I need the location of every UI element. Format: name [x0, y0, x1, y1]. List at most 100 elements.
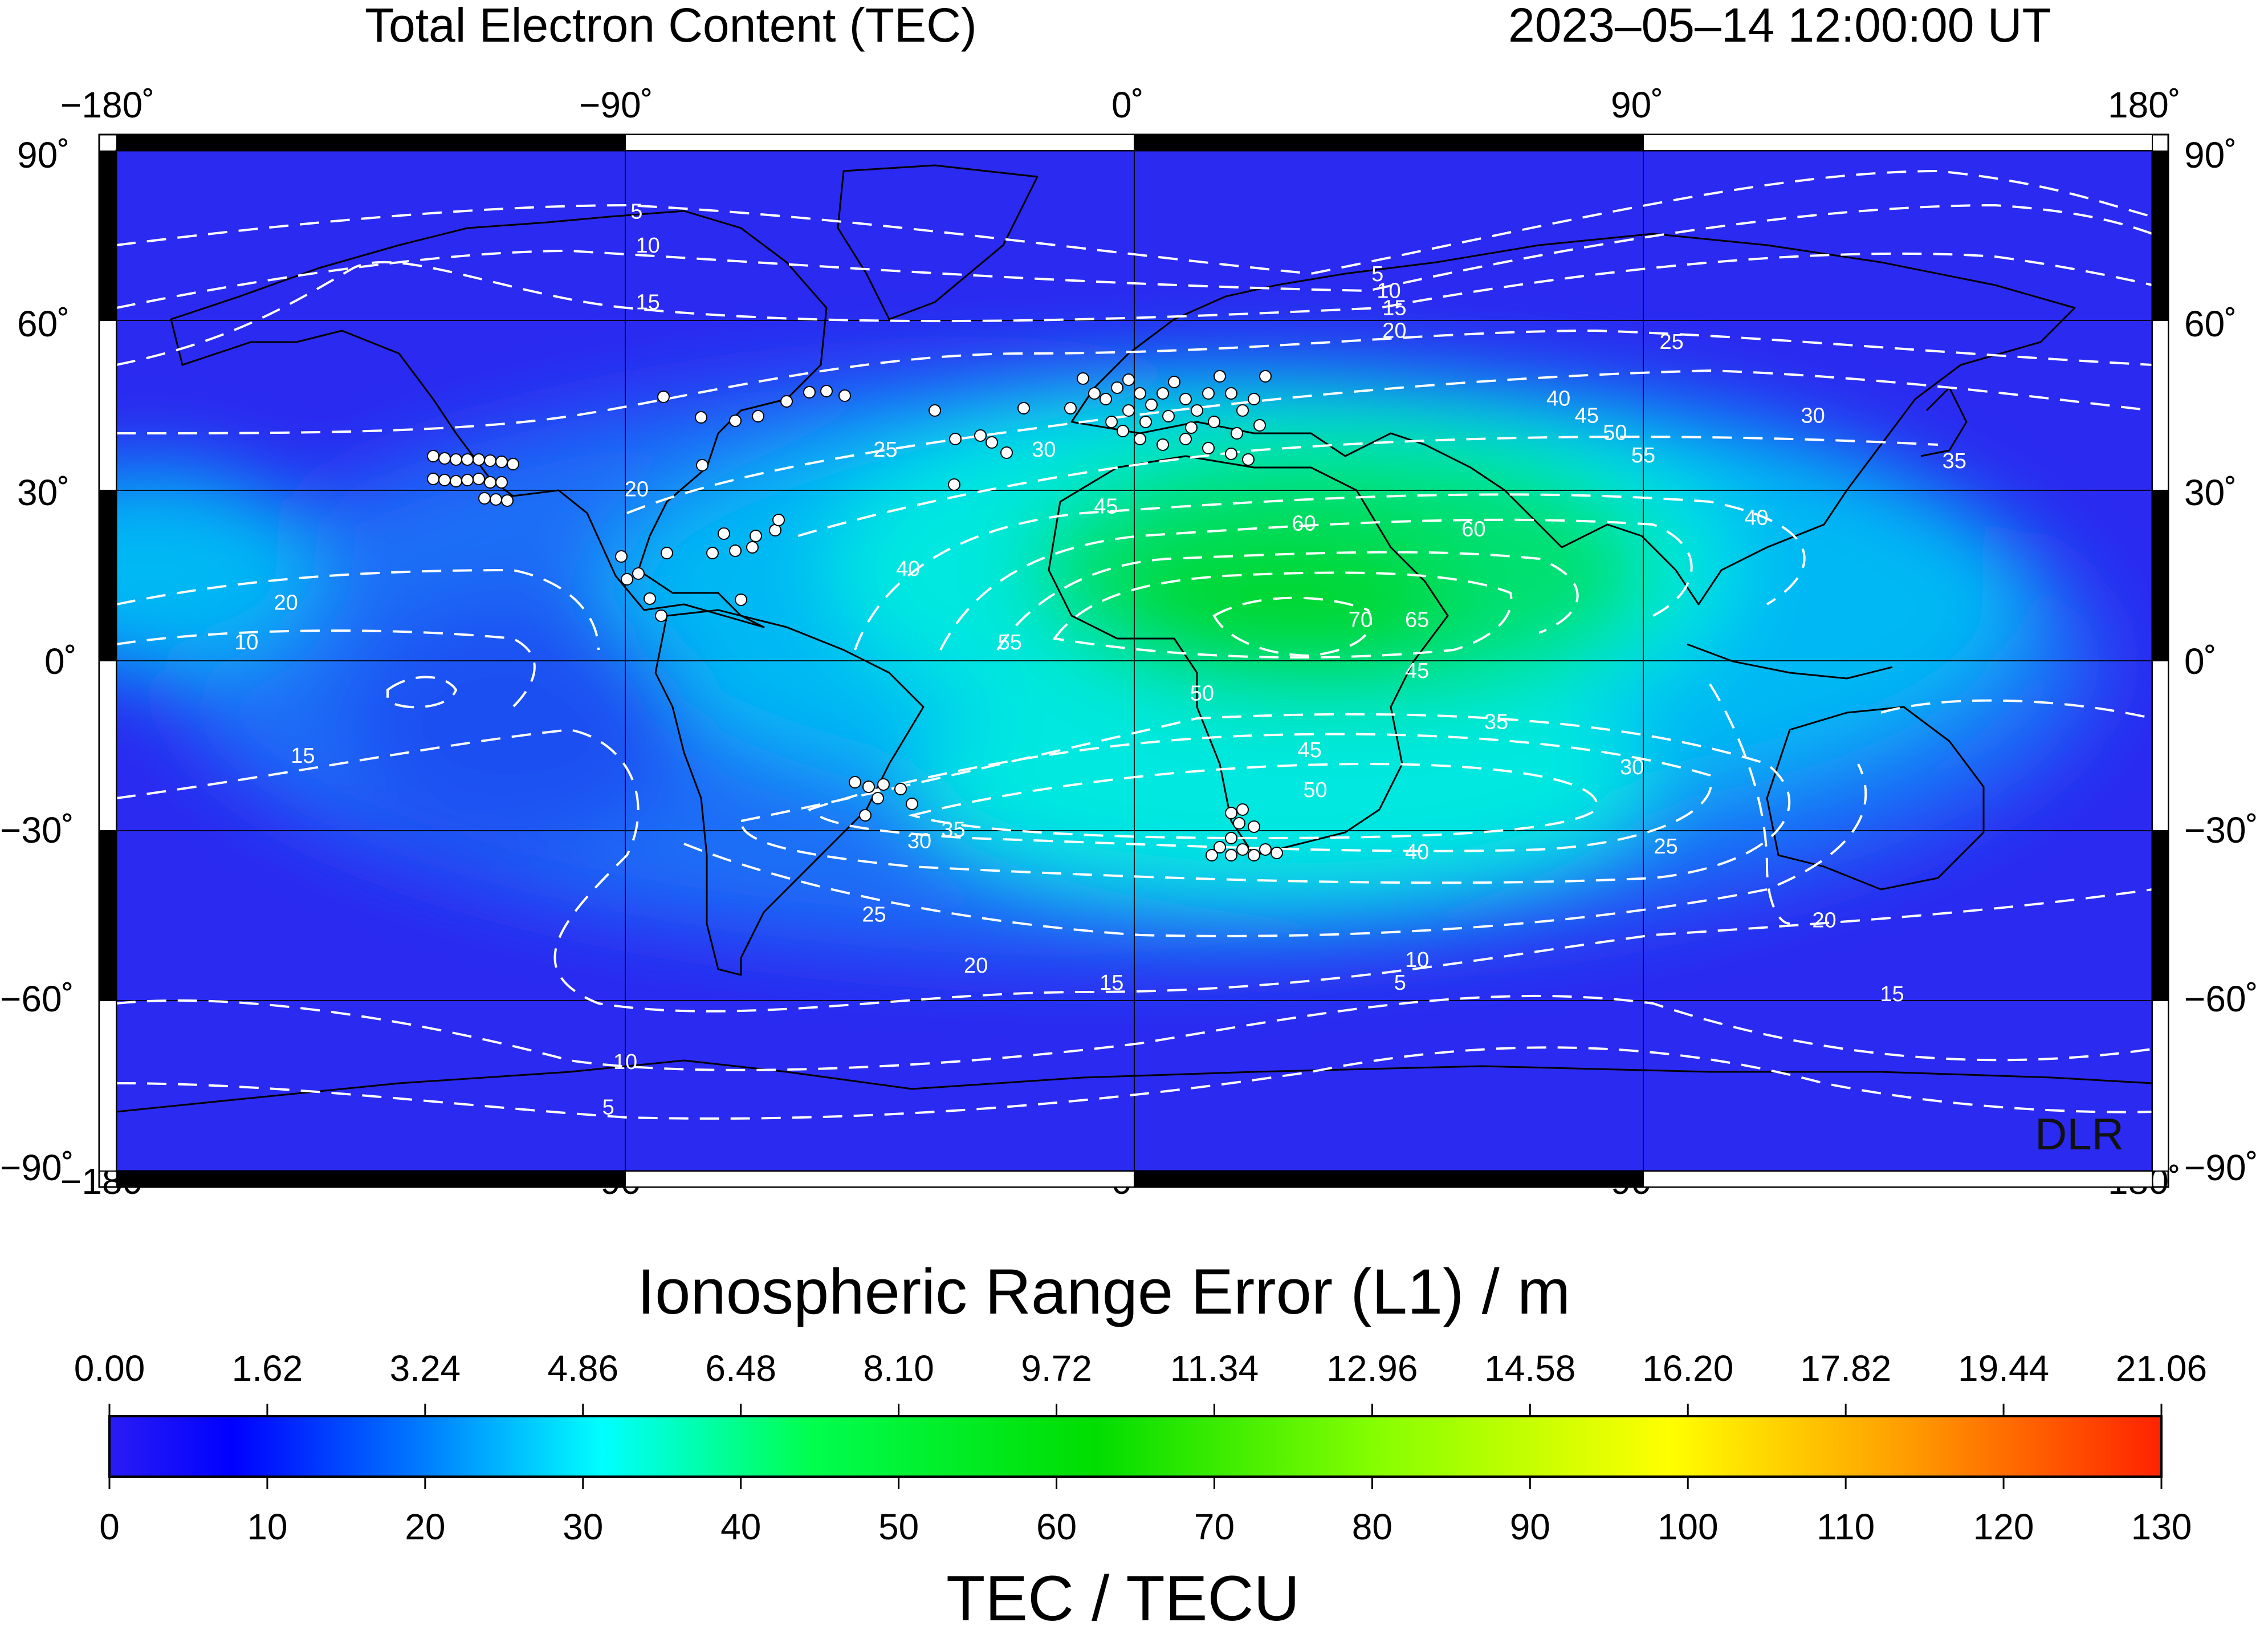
colorbar-bottom-label: 10 [247, 1506, 288, 1547]
colorbar-top-label: 8.10 [863, 1348, 934, 1389]
colorbar-top-label: 4.86 [547, 1348, 619, 1389]
contour-label: 20 [1812, 908, 1836, 932]
colorbar-bottom-label: 0 [99, 1506, 120, 1547]
colorbar-bottom-label: 90 [1509, 1506, 1550, 1547]
contour-label: 15 [1382, 296, 1406, 320]
station-dot [974, 429, 987, 442]
lat-tick-right-60: 60˚ [2184, 303, 2237, 344]
lat-tick-right-minus30: −30˚ [2184, 810, 2258, 851]
station-dot [1179, 433, 1192, 445]
contour-south-lobe-40 [907, 762, 1598, 840]
contour-label: 25 [862, 903, 886, 927]
contour-40 [854, 493, 1806, 651]
station-dot [1179, 393, 1192, 405]
colorbar-top-label: 14.58 [1484, 1348, 1576, 1389]
station-dot [706, 547, 719, 559]
station-dot [838, 389, 851, 402]
contour-label: 55 [998, 631, 1022, 655]
contour-label: 20 [964, 954, 988, 978]
contour-label: 25 [873, 438, 897, 462]
colorbar-gradient [108, 1415, 2163, 1478]
coast-antarctica [116, 1059, 2152, 1113]
station-dot [1017, 402, 1030, 414]
station-dot [894, 783, 907, 795]
lat-tick-left-60: 60˚ [17, 303, 70, 344]
colorbar-top-label: 17.82 [1800, 1348, 1892, 1389]
station-dot [1000, 446, 1013, 459]
colorbar-top-label: 1.62 [231, 1348, 303, 1389]
map-title: Total Electron Content (TEC) [365, 0, 977, 52]
station-dot [1214, 841, 1226, 853]
lat-tick-right-90: 90˚ [2184, 135, 2237, 176]
contour-label: 10 [613, 1050, 637, 1074]
contour-label: 40 [896, 557, 920, 581]
station-dot [780, 395, 793, 408]
station-dot [872, 792, 884, 804]
coast-greenland [837, 164, 1039, 320]
colorbar-bottom-label: 80 [1351, 1506, 1392, 1547]
lon-tick-top-0: 0˚ [1111, 84, 1144, 125]
station-dot [1134, 433, 1146, 445]
station-dot [1122, 373, 1135, 386]
station-dot [1202, 387, 1215, 400]
station-dot [450, 475, 462, 487]
contour-label: 45 [1575, 404, 1599, 428]
contour-label: 30 [1032, 438, 1056, 462]
coast-japan [1920, 387, 1968, 457]
station-dot [501, 494, 514, 507]
station-dot [1077, 372, 1089, 385]
station-dot [1157, 387, 1169, 400]
station-dot [1157, 438, 1169, 451]
colorbar-top-label: 21.06 [2115, 1348, 2208, 1389]
colorbar-bottom-label: 130 [2131, 1506, 2192, 1547]
station-dot [1105, 416, 1118, 428]
station-dot [752, 410, 764, 422]
colorbar-ticks [108, 1404, 2163, 1489]
station-dot [1242, 453, 1255, 466]
contour-10-eq [116, 629, 536, 708]
station-dot [1248, 393, 1260, 405]
station-dot [859, 809, 872, 822]
contour-label: 15 [1100, 971, 1123, 995]
station-dot [849, 776, 861, 788]
contour-label: 5 [1371, 262, 1383, 286]
contour-15-north [116, 252, 2152, 366]
lon-tick-top-minus180: −180˚ [60, 84, 155, 125]
station-dot [1225, 849, 1237, 861]
station-dot [1271, 847, 1283, 859]
station-dot [729, 544, 742, 557]
colorbar-bottom-label: 100 [1657, 1506, 1719, 1547]
station-dot [644, 592, 656, 605]
station-dot [1236, 803, 1249, 816]
station-dot [735, 594, 747, 606]
lat-tick-right-minus90: −90˚ [2184, 1147, 2258, 1188]
lon-tick-top-180: 180˚ [2108, 84, 2181, 125]
station-dot [1231, 427, 1243, 440]
station-dot [490, 493, 502, 506]
station-dot [1248, 820, 1260, 833]
colorbar-bottom-label: 40 [720, 1506, 762, 1547]
colorbar-bottom-label: 30 [563, 1506, 604, 1547]
station-dot [1259, 370, 1272, 383]
station-dot [929, 404, 941, 417]
contour-label: 50 [1603, 421, 1627, 445]
colorbar-top-label: 11.34 [1170, 1348, 1259, 1389]
station-dot [1117, 425, 1129, 437]
contour-label: 10 [636, 234, 660, 258]
contour-label: 70 [1349, 608, 1373, 632]
station-dot [746, 541, 759, 554]
station-dot [803, 386, 816, 399]
contour-25-south [683, 763, 1867, 937]
station-dot [1236, 404, 1249, 417]
station-dot [478, 492, 491, 505]
station-dot [495, 476, 508, 489]
station-dot [948, 478, 960, 491]
contour-label: 45 [1094, 495, 1118, 519]
contour-5-north [116, 169, 2152, 275]
colorbar-top-label: 16.20 [1642, 1348, 1734, 1389]
colorbar-top-label: 9.72 [1021, 1348, 1092, 1389]
lat-tick-left-minus30: −30˚ [0, 810, 74, 851]
contour-label: 35 [941, 818, 965, 842]
contour-25-band [626, 369, 2152, 514]
contour-label: 20 [625, 478, 649, 502]
